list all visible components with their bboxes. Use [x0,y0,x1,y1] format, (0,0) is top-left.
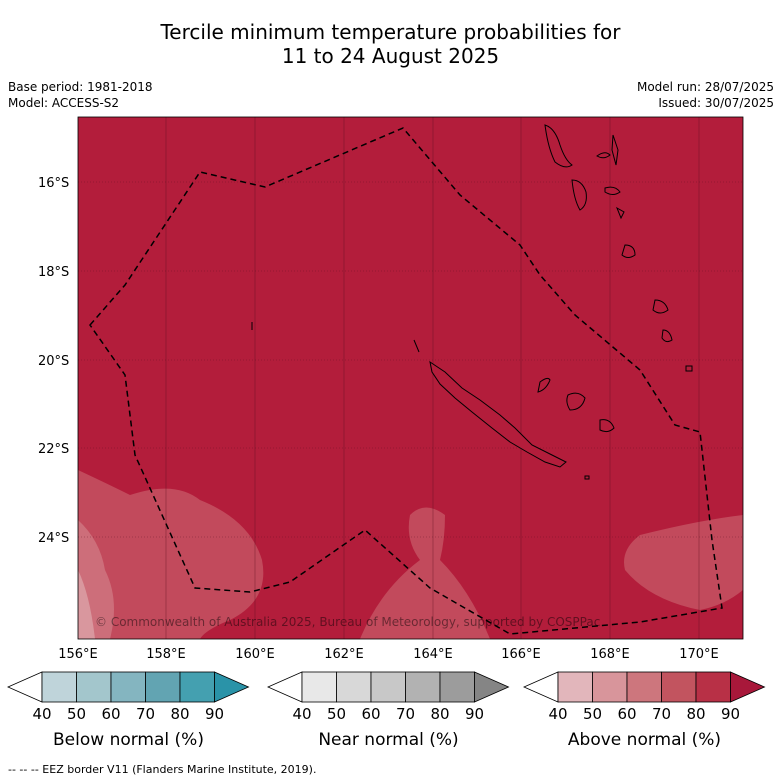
eez-footnote: -- -- -- EEZ border V11 (Flanders Marine… [8,763,317,776]
near-normal-colorbar-segment [405,671,441,703]
lat-tick-20s: 20°S [38,354,69,369]
malekula-island [571,179,587,211]
espiritu-santo-island [544,124,573,168]
below-normal-colorbar-tick: 50 [66,705,87,723]
near-normal-colorbar-segment [370,671,406,703]
colorbars [7,671,766,703]
near-normal-colorbar-segment [336,671,372,703]
lon-tick-164e: 164°E [413,647,453,662]
near-normal-colorbar-segment [439,671,475,703]
aneityum-island [685,365,693,372]
map-title-line1: Tercile minimum temperature probabilitie… [160,20,621,44]
above-normal-colorbar-tick: 50 [582,705,603,723]
lat-tick-18s: 18°S [38,265,69,280]
mare-island [599,419,615,433]
lat-tick-24s: 24°S [38,531,69,546]
lon-tick-166e: 166°E [501,647,541,662]
above-normal-colorbar-tick: 90 [720,705,741,723]
ambrym-island [604,186,621,195]
ouvea-island [537,377,551,393]
map-copyright: © Commonwealth of Australia 2025, Bureau… [95,615,600,629]
above-normal-colorbar-segment [661,671,697,703]
walpole-islet [584,475,590,480]
efate-island [621,244,636,258]
map-frame [77,116,744,640]
near-normal-colorbar-tick: 60 [361,705,381,723]
epi-island [616,206,625,220]
model-run-text: Model run: 28/07/2025 [636,80,774,94]
lat-tick-16s: 16°S [38,176,69,191]
near-normal-colorbar-tick: 90 [464,705,485,723]
below-normal-colorbar-max-extend [214,671,250,703]
eez-border [89,127,723,635]
below-normal-colorbar-tick: 90 [204,705,225,723]
below-normal-colorbar-segment [41,671,77,703]
below-normal-colorbar-tick: 40 [32,705,52,723]
above-normal-colorbar-tick: 60 [617,705,637,723]
below-normal-colorbar-tick: 80 [170,705,190,723]
near-normal-colorbar-max-extend [474,671,510,703]
belep-islet [413,339,420,353]
ambae-island [596,152,611,159]
below-normal-colorbar-segment [110,671,146,703]
near-normal-colorbar-tick: 70 [395,705,416,723]
above-normal-colorbar-max-extend [730,671,766,703]
below-normal-colorbar-min-extend [7,671,43,703]
graticule [78,117,743,639]
above-normal-colorbar-tick: 70 [651,705,672,723]
new-caledonia-island [429,360,567,468]
probability-field: © Commonwealth of Australia 2025, Bureau… [78,117,743,639]
below-normal-colorbar-tick: 60 [101,705,121,723]
near-normal-colorbar-segment [301,671,337,703]
above-normal-colorbar-segment [695,671,731,703]
above-normal-70-80-region-south [360,507,490,639]
above-normal-colorbar-segment [557,671,593,703]
lon-tick-168e: 168°E [590,647,630,662]
lon-tick-160e: 160°E [235,647,275,662]
erromango-island [652,299,669,314]
lifou-island [566,392,586,411]
latitude-tick-labels: 16°S 18°S 20°S 22°S 24°S [38,176,69,546]
lon-tick-162e: 162°E [324,647,364,662]
above-normal-colorbar-min-extend [523,671,559,703]
below-normal-colorbar-segment [145,671,181,703]
lon-tick-170e: 170°E [679,647,719,662]
above-normal-colorbar-segment [592,671,628,703]
longitude-tick-labels: 156°E 158°E 160°E 162°E 164°E 166°E 168°… [58,647,719,662]
near-normal-colorbar-min-extend [267,671,303,703]
below-normal-label: Below normal (%) [53,730,204,750]
issued-text: Issued: 30/07/2025 [658,96,774,110]
above-normal-colorbar-tick: 40 [548,705,568,723]
above-normal-70-80-region-east [624,515,743,610]
near-normal-colorbar-tick: 80 [430,705,450,723]
model-text: Model: ACCESS-S2 [8,96,120,110]
above-normal-colorbar-tick: 80 [686,705,706,723]
above-normal-70-80-region [78,470,264,639]
tanna-island [661,329,673,343]
near-normal-colorbar-tick: 40 [292,705,312,723]
above-normal-50-60-region [78,570,95,639]
below-normal-colorbar-tick: 70 [135,705,156,723]
lat-tick-22s: 22°S [38,442,69,457]
near-normal-label: Near normal (%) [318,730,459,750]
lon-tick-158e: 158°E [146,647,186,662]
below-normal-colorbar-segment [76,671,112,703]
pentecost-island [611,134,619,166]
above-normal-colorbar-segment [626,671,662,703]
base-period-text: Base period: 1981-2018 [8,80,153,94]
near-normal-colorbar-tick: 50 [326,705,347,723]
below-normal-colorbar-segment [179,671,215,703]
lon-tick-156e: 156°E [58,647,98,662]
map-title-line2: 11 to 24 August 2025 [281,44,500,68]
above-normal-label: Above normal (%) [567,730,722,750]
